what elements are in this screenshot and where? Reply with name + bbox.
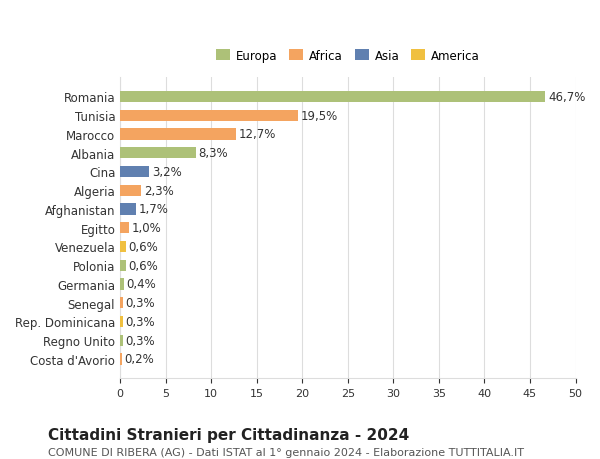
Text: 1,7%: 1,7% <box>139 203 168 216</box>
Text: COMUNE DI RIBERA (AG) - Dati ISTAT al 1° gennaio 2024 - Elaborazione TUTTITALIA.: COMUNE DI RIBERA (AG) - Dati ISTAT al 1°… <box>48 448 524 458</box>
Bar <box>120 129 236 140</box>
Text: 0,3%: 0,3% <box>125 315 155 328</box>
Bar <box>120 167 149 178</box>
Bar <box>120 204 136 215</box>
Text: 2,3%: 2,3% <box>144 185 173 197</box>
Text: 19,5%: 19,5% <box>301 109 338 123</box>
Text: Cittadini Stranieri per Cittadinanza - 2024: Cittadini Stranieri per Cittadinanza - 2… <box>48 427 409 442</box>
Text: 1,0%: 1,0% <box>132 222 162 235</box>
Bar <box>120 316 123 327</box>
Text: 0,2%: 0,2% <box>125 353 154 366</box>
Text: 0,4%: 0,4% <box>127 278 156 291</box>
Text: 12,7%: 12,7% <box>239 128 276 141</box>
Bar <box>120 148 196 159</box>
Legend: Europa, Africa, Asia, America: Europa, Africa, Asia, America <box>211 45 485 67</box>
Bar <box>120 185 141 196</box>
Text: 3,2%: 3,2% <box>152 166 182 179</box>
Bar <box>120 297 123 308</box>
Bar <box>120 260 125 271</box>
Bar <box>120 335 123 346</box>
Text: 0,6%: 0,6% <box>128 241 158 253</box>
Bar <box>120 110 298 122</box>
Bar <box>120 223 129 234</box>
Text: 46,7%: 46,7% <box>548 91 586 104</box>
Bar <box>120 353 122 365</box>
Bar <box>120 279 124 290</box>
Text: 8,3%: 8,3% <box>199 147 228 160</box>
Bar <box>120 92 545 103</box>
Bar <box>120 241 125 252</box>
Text: 0,6%: 0,6% <box>128 259 158 272</box>
Text: 0,3%: 0,3% <box>125 334 155 347</box>
Text: 0,3%: 0,3% <box>125 297 155 309</box>
